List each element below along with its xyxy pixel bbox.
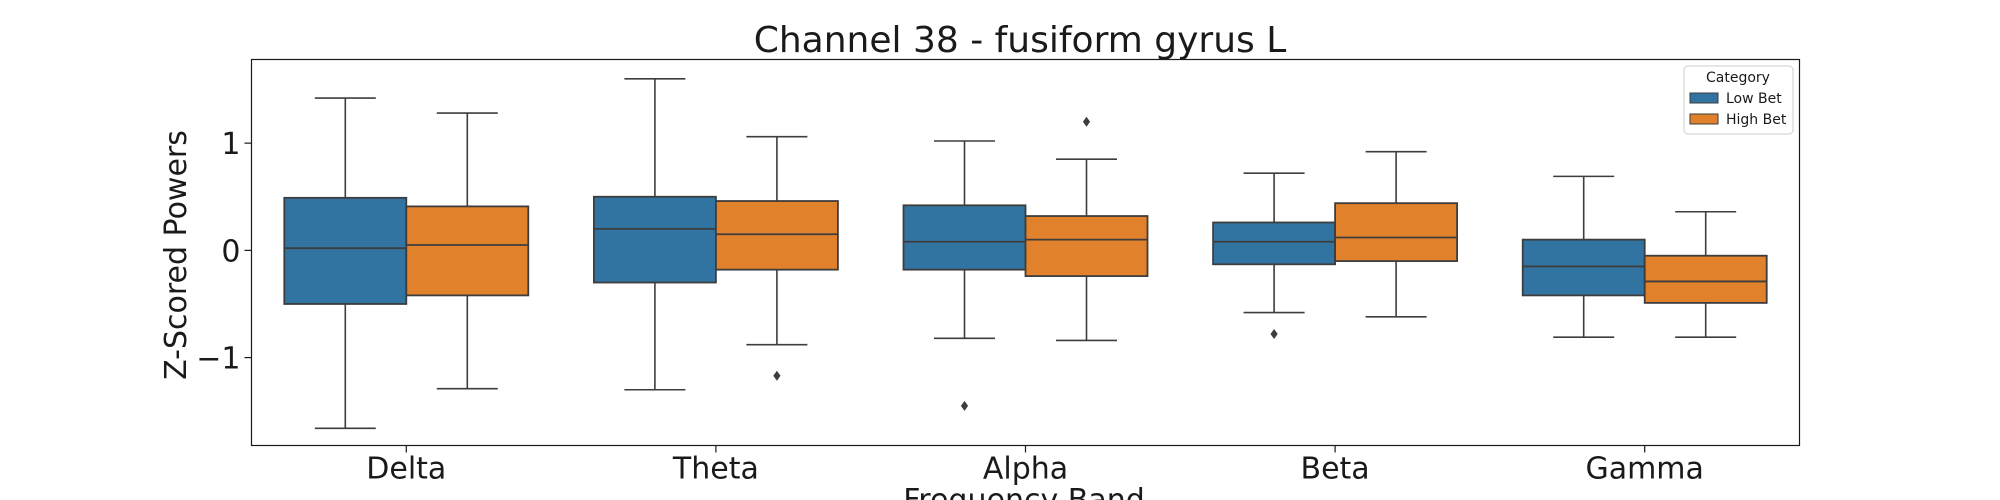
- legend-label-high-bet: High Bet: [1726, 112, 1787, 128]
- legend-swatch-low-bet: [1689, 92, 1719, 104]
- box-delta-low-bet: [283, 97, 408, 430]
- x-tick-label: Delta: [366, 452, 446, 487]
- y-tick-label: −1: [196, 342, 240, 377]
- box-delta-high-bet: [405, 112, 530, 390]
- box-iqr: [715, 200, 839, 271]
- box-gamma-high-bet: [1643, 210, 1768, 339]
- outlier-point: [1082, 116, 1091, 127]
- x-tick-label: Beta: [1301, 452, 1370, 487]
- box-beta-low-bet: [1212, 172, 1336, 339]
- box-iqr: [405, 205, 530, 297]
- box-gamma-low-bet: [1521, 175, 1646, 339]
- y-tick-label: 0: [221, 234, 240, 269]
- legend-label-low-bet: Low Bet: [1726, 91, 1782, 107]
- y-axis-label: Z-Scored Powers: [159, 130, 194, 380]
- box-alpha-high-bet: [1024, 116, 1149, 342]
- y-tick-label: 1: [221, 127, 240, 162]
- box-iqr: [283, 196, 408, 305]
- box-theta-low-bet: [593, 78, 717, 391]
- box-iqr: [1212, 221, 1336, 266]
- box-iqr: [902, 204, 1027, 271]
- outlier-point: [1270, 328, 1278, 339]
- chart-title: Channel 38 - fusiform gyrus L: [754, 20, 1287, 61]
- box-theta-high-bet: [715, 135, 839, 381]
- box-iqr: [1334, 202, 1458, 262]
- outlier-point: [960, 400, 969, 411]
- x-axis: Delta Theta Alpha Beta Gamma: [366, 445, 1704, 487]
- legend-swatch-high-bet: [1689, 113, 1719, 125]
- box-alpha-low-bet: [902, 140, 1027, 411]
- box-beta-high-bet: [1334, 150, 1458, 318]
- outlier-point: [773, 370, 781, 381]
- box-iqr: [1643, 254, 1768, 304]
- box-iqr: [593, 195, 717, 284]
- y-axis: −1 0 1: [196, 127, 252, 377]
- box-iqr: [1521, 238, 1646, 297]
- x-tick-label: Gamma: [1585, 452, 1703, 487]
- legend: Category Low Bet High Bet: [1683, 65, 1794, 135]
- x-tick-label: Alpha: [983, 452, 1068, 487]
- plot-area: [283, 78, 1768, 430]
- box-iqr: [1024, 215, 1149, 277]
- x-tick-label: Theta: [672, 452, 759, 487]
- legend-title: Category: [1706, 70, 1770, 86]
- x-axis-label: Frequency Band: [903, 483, 1145, 500]
